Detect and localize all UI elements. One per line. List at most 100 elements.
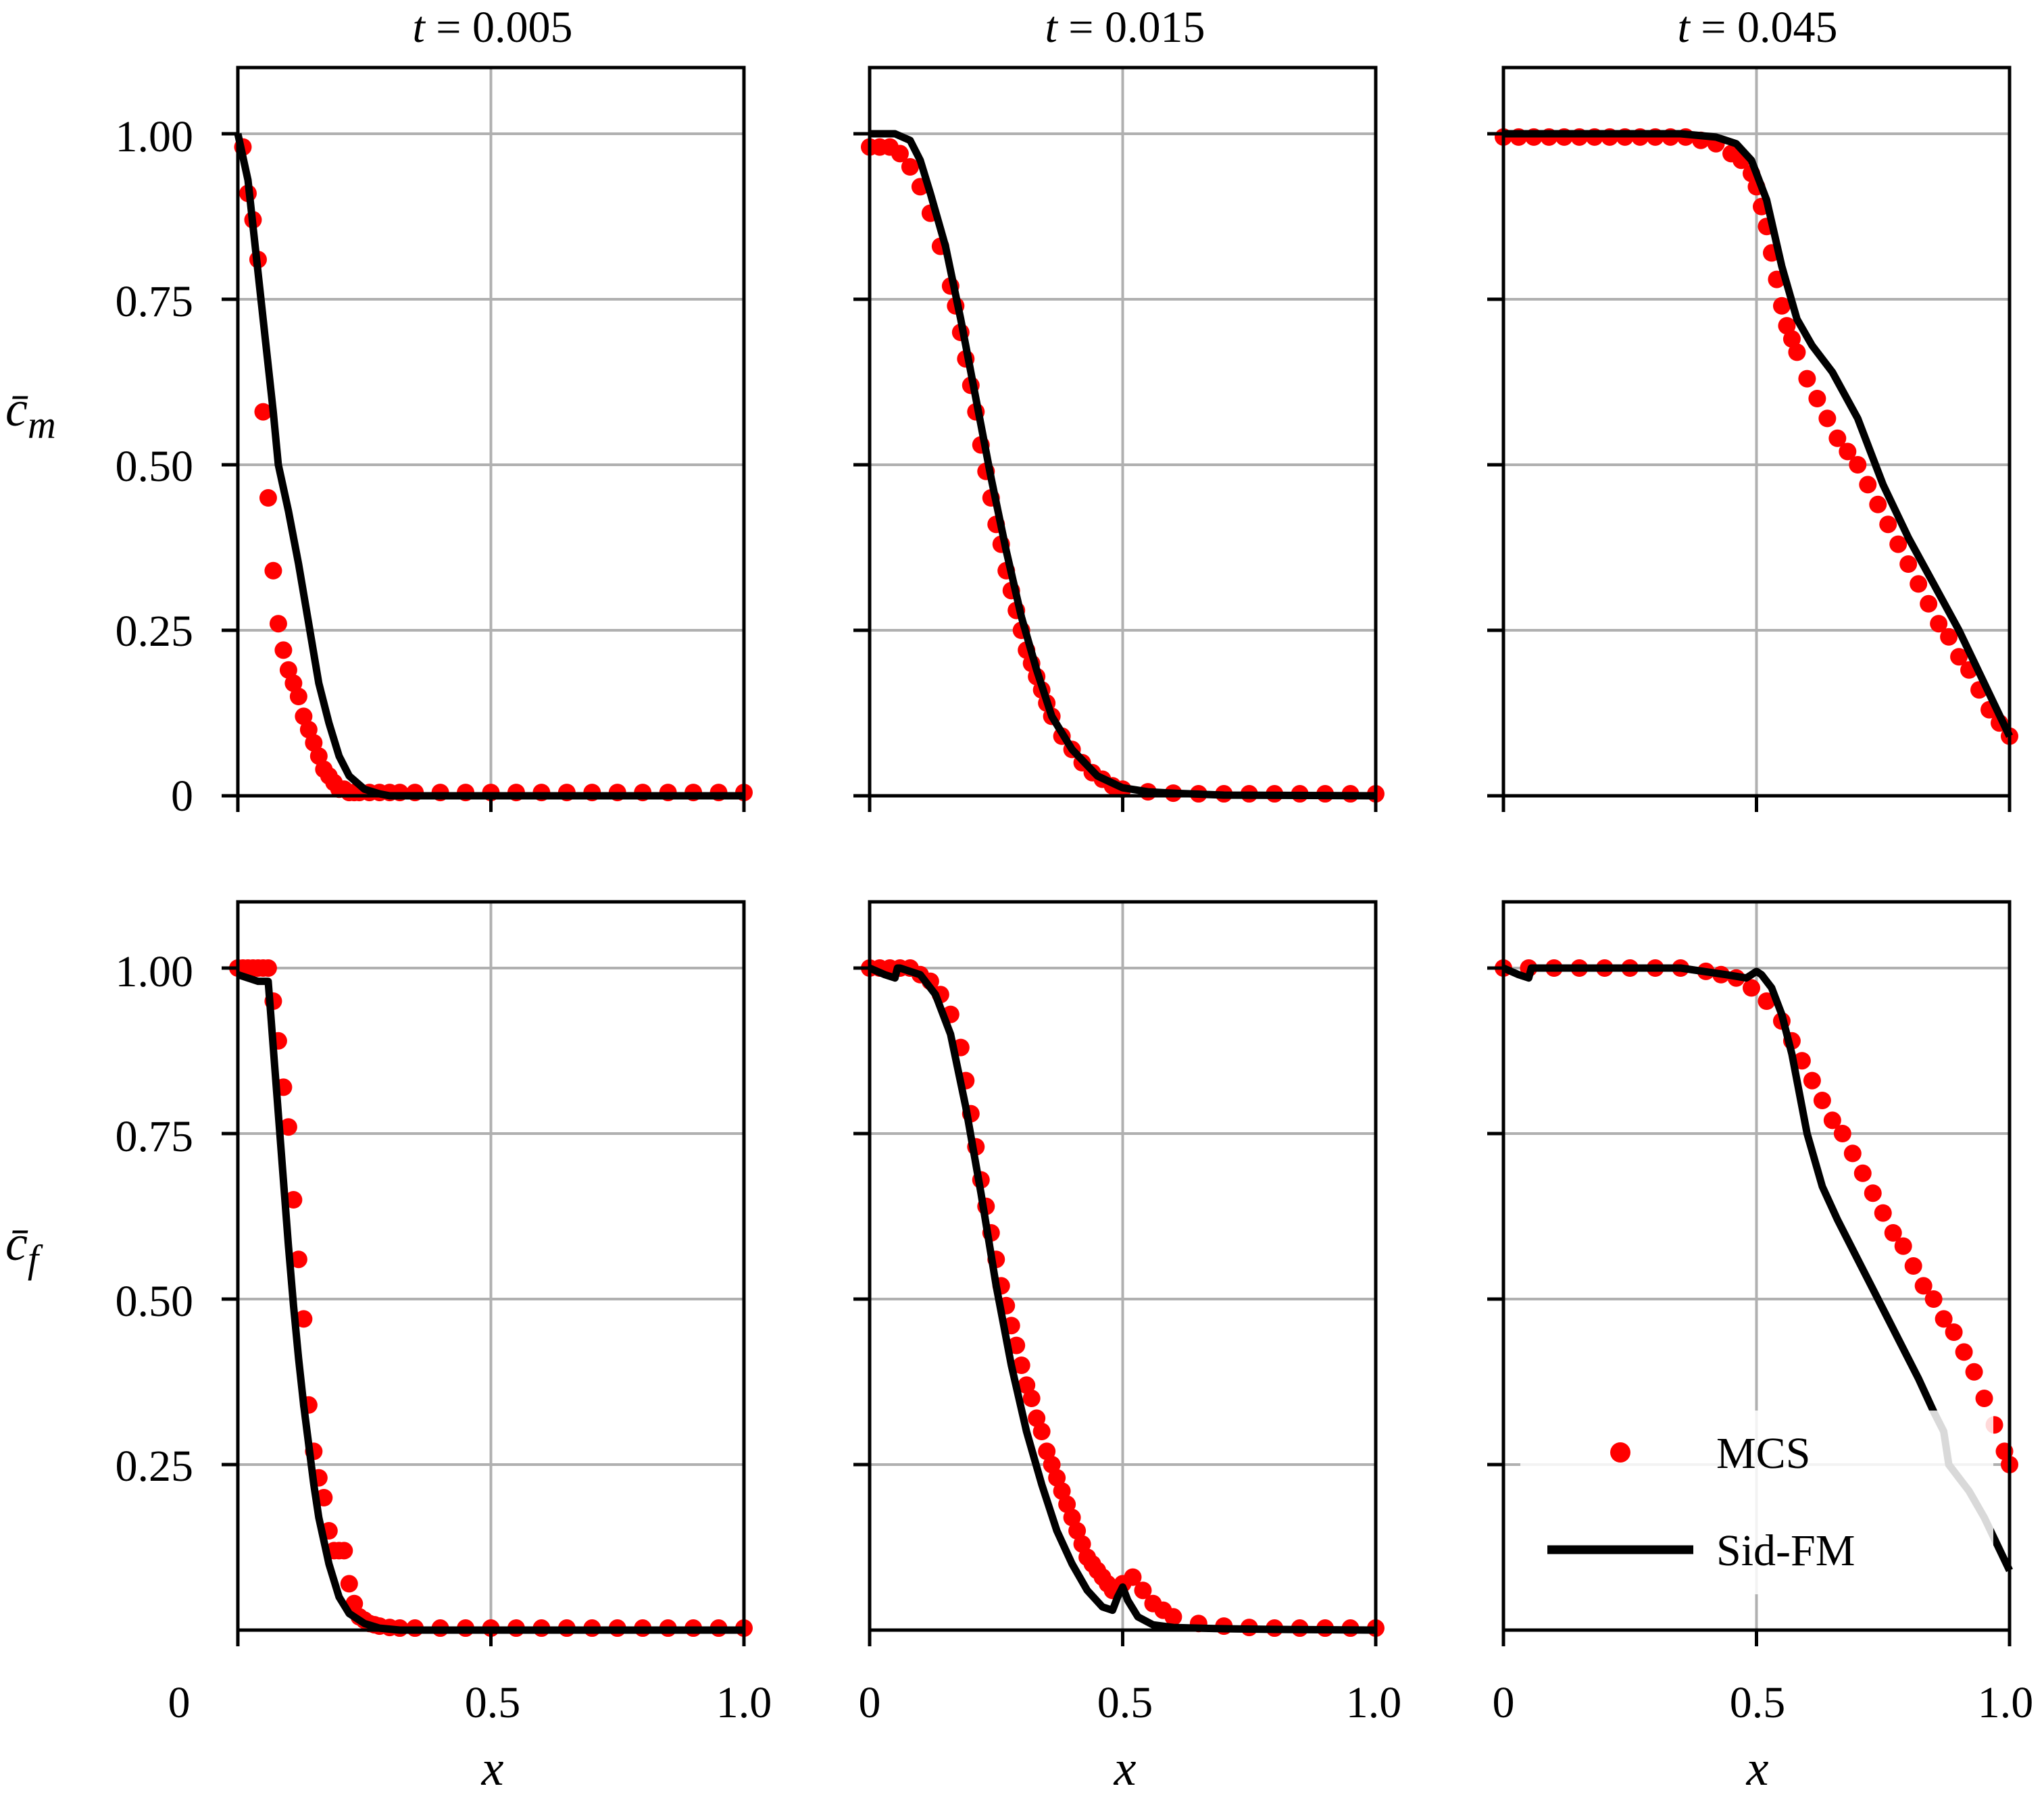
mcs-point — [289, 688, 307, 705]
panel-cm-t0015 — [853, 66, 1385, 812]
mcs-point — [274, 641, 293, 659]
col-title-t0045: t = 0.045 — [1677, 3, 1837, 52]
mcs-point — [1930, 615, 1948, 633]
mcs-point — [295, 1310, 313, 1328]
legend-mcs-label: MCS — [1716, 1429, 1810, 1478]
mcs-point — [1874, 1204, 1892, 1222]
xlabel-c0: x — [481, 1741, 504, 1796]
mcs-point — [1783, 330, 1801, 348]
mcs-point — [1038, 1442, 1056, 1461]
xtick-label-c1-05: 0.5 — [1097, 1678, 1153, 1727]
col-title-t0005: t = 0.005 — [412, 3, 572, 52]
xtick-label-c2-05: 0.5 — [1730, 1678, 1786, 1727]
mcs-point — [1940, 628, 1958, 646]
mcs-point — [1914, 1277, 1933, 1295]
mcs-point — [1053, 1482, 1071, 1500]
mcs-point — [1839, 442, 1857, 461]
xlabel-c2: x — [1746, 1741, 1769, 1796]
mcs-point — [1889, 535, 1908, 553]
ytick-label-top-050: 0.50 — [116, 442, 194, 491]
legend-box — [1520, 1411, 1993, 1594]
mcs-point — [1853, 1164, 1872, 1182]
ylabel-cf: c̄f — [5, 1216, 43, 1281]
mcs-point — [284, 1191, 303, 1209]
mcs-point — [1758, 992, 1776, 1010]
mcs-point — [901, 158, 919, 176]
mcs-point — [1022, 1390, 1041, 1407]
mcs-point — [1894, 1237, 1912, 1255]
xtick-label-c0-0: 0 — [168, 1678, 191, 1727]
mcs-point — [305, 734, 323, 752]
mcs-point — [1048, 1469, 1066, 1487]
xtick-label-c0-05: 0.5 — [465, 1678, 521, 1727]
ytick-label-bottom-025: 0.25 — [116, 1442, 194, 1491]
mcs-point — [1018, 1376, 1036, 1394]
mcs-point — [309, 747, 328, 765]
mcs-point — [1043, 1456, 1061, 1473]
mcs-point — [1843, 1144, 1862, 1163]
mcs-point — [295, 707, 313, 726]
xtick-label-c2-0: 0 — [1493, 1678, 1515, 1727]
mcs-point — [1068, 1522, 1087, 1540]
mcs-point — [1920, 594, 1938, 613]
ytick-label-bottom-075: 0.75 — [116, 1112, 194, 1161]
ytick-label-top-075: 0.75 — [116, 277, 194, 326]
mcs-point — [284, 674, 303, 692]
sid-fm-line — [868, 964, 1376, 1634]
sid-fm-line — [234, 132, 744, 800]
mcs-point — [1955, 1343, 1973, 1361]
sid-fm-line — [1503, 130, 2013, 738]
mcs-point — [1058, 1495, 1076, 1513]
mcs-point — [1965, 1363, 1983, 1381]
mcs-point — [1818, 409, 1837, 428]
mcs-point — [1833, 1125, 1851, 1142]
panel-cf-t0045 — [1487, 900, 2018, 1646]
ytick-label-top-025: 0.25 — [116, 607, 194, 656]
mcs-point — [340, 1575, 358, 1593]
mcs-point — [1012, 1356, 1030, 1374]
mcs-point — [1073, 1535, 1091, 1553]
mcs-point — [1124, 1568, 1142, 1586]
mcs-point — [1828, 429, 1847, 447]
mcs-point — [1032, 1423, 1051, 1440]
ylabel-cm: c̄m — [5, 382, 56, 447]
mcs-point — [264, 561, 282, 580]
mcs-point — [1164, 1608, 1182, 1626]
legend-mcs-marker — [1610, 1442, 1630, 1463]
mcs-point — [269, 615, 287, 633]
panel-cf-t0015 — [853, 900, 1385, 1646]
mcs-point — [1849, 456, 1867, 474]
mcs-point — [891, 145, 909, 163]
mcs-point — [1778, 317, 1796, 335]
mcs-point — [1134, 1581, 1152, 1600]
legend: MCS Sid-FM — [1520, 1411, 1993, 1594]
mcs-point — [1904, 1257, 1922, 1275]
xtick-label-c1-1: 1.0 — [1346, 1678, 1402, 1727]
panel-cm-t0045 — [1487, 66, 2018, 812]
xtick-label-c0-1: 1.0 — [716, 1678, 772, 1727]
mcs-point — [259, 959, 277, 977]
mcs-point — [1803, 1071, 1821, 1090]
ytick-label-top-0: 0 — [171, 771, 193, 821]
mcs-point — [1798, 370, 1816, 388]
mcs-point — [259, 489, 277, 507]
mcs-point — [1859, 476, 1877, 494]
mcs-point — [1910, 575, 1928, 593]
mcs-point — [254, 403, 272, 421]
mcs-point — [289, 1250, 307, 1269]
mcs-point — [1772, 297, 1791, 315]
mcs-point — [1864, 1184, 1882, 1202]
col-title-t0015: t = 0.015 — [1045, 3, 1205, 52]
mcs-point — [1808, 390, 1826, 407]
legend-sid-label: Sid-FM — [1716, 1526, 1855, 1575]
ytick-label-bottom-050: 0.50 — [116, 1277, 194, 1326]
mcs-point — [299, 721, 318, 738]
panel-cf-t0005 — [222, 900, 753, 1646]
sid-fm-line — [870, 130, 1376, 800]
mcs-point — [1063, 1508, 1081, 1527]
mcs-point — [1975, 1390, 1993, 1407]
mcs-point — [1028, 1409, 1046, 1427]
mcs-point — [1899, 555, 1918, 573]
ytick-label-bottom-100: 1.00 — [116, 947, 194, 996]
